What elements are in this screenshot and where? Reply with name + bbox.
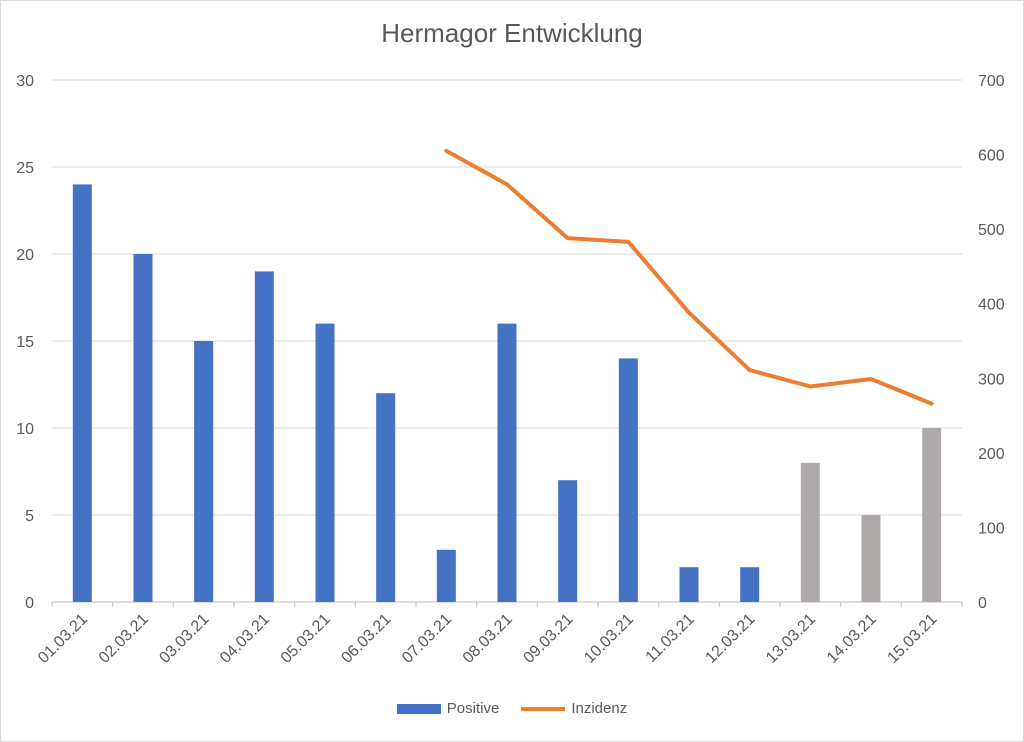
- bar: [679, 567, 699, 602]
- bar: [861, 515, 881, 602]
- y-left-tick-label: 15: [16, 334, 34, 351]
- legend-label-positive: Positive: [446, 700, 500, 717]
- line-series-inzidenz: [444, 148, 934, 406]
- x-tick-label: 09.03.21: [520, 611, 576, 667]
- bar: [133, 254, 153, 602]
- y-right-tick-label: 500: [978, 222, 1005, 239]
- y-right-tick-label: 400: [978, 297, 1005, 314]
- bar: [315, 323, 335, 602]
- y-right-tick-label: 0: [978, 595, 987, 612]
- y-left-tick-label: 20: [16, 247, 34, 264]
- x-tick-label: 06.03.21: [338, 611, 394, 667]
- y-right-tick-label: 300: [978, 371, 1005, 388]
- bar: [740, 567, 760, 602]
- legend-swatch-inzidenz: [521, 706, 566, 711]
- bar: [558, 480, 578, 602]
- x-tick-label: 03.03.21: [156, 611, 212, 667]
- y-left-tick-label: 30: [16, 73, 34, 90]
- x-tick-label: 15.03.21: [884, 611, 940, 667]
- bar: [922, 428, 942, 602]
- x-tick-label: 02.03.21: [96, 611, 152, 667]
- bar: [618, 358, 638, 602]
- bar: [194, 341, 214, 602]
- x-tick-label: 11.03.21: [643, 611, 698, 666]
- legend-label-inzidenz: Inzidenz: [571, 700, 628, 717]
- y-left-tick-label: 25: [16, 160, 34, 177]
- chart-title: Hermagor Entwicklung: [381, 18, 643, 48]
- bar: [800, 462, 820, 602]
- x-tick-label: 08.03.21: [460, 611, 516, 667]
- x-tick-label: 13.03.21: [763, 611, 819, 667]
- x-tick-label: 01.03.21: [35, 611, 91, 667]
- x-tick-label: 12.03.21: [702, 611, 758, 667]
- bar: [376, 393, 396, 602]
- y-right-tick-label: 100: [978, 520, 1005, 537]
- x-tick-label: 10.03.21: [581, 611, 637, 667]
- y-right-tick-label: 200: [978, 446, 1005, 463]
- x-tick-label: 07.03.21: [399, 611, 455, 667]
- x-tick-label: 14.03.21: [824, 611, 880, 667]
- bar: [497, 323, 517, 602]
- legend-swatch-positive: [396, 703, 441, 714]
- y-right-tick-label: 700: [978, 73, 1005, 90]
- y-left-tick-label: 5: [25, 508, 34, 525]
- legend-entry-inzidenz: Inzidenz: [521, 700, 627, 717]
- x-tick-label: 04.03.21: [217, 611, 273, 667]
- y-right-tick-label: 600: [978, 148, 1005, 165]
- bar: [436, 549, 456, 602]
- y-left-tick-label: 0: [25, 595, 34, 612]
- bar: [254, 271, 274, 602]
- legend: Positive Inzidenz: [0, 700, 1024, 717]
- y-left-tick-label: 10: [16, 421, 34, 438]
- bar: [72, 184, 92, 602]
- legend-entry-positive: Positive: [396, 700, 500, 717]
- x-tick-label: 05.03.21: [278, 611, 334, 667]
